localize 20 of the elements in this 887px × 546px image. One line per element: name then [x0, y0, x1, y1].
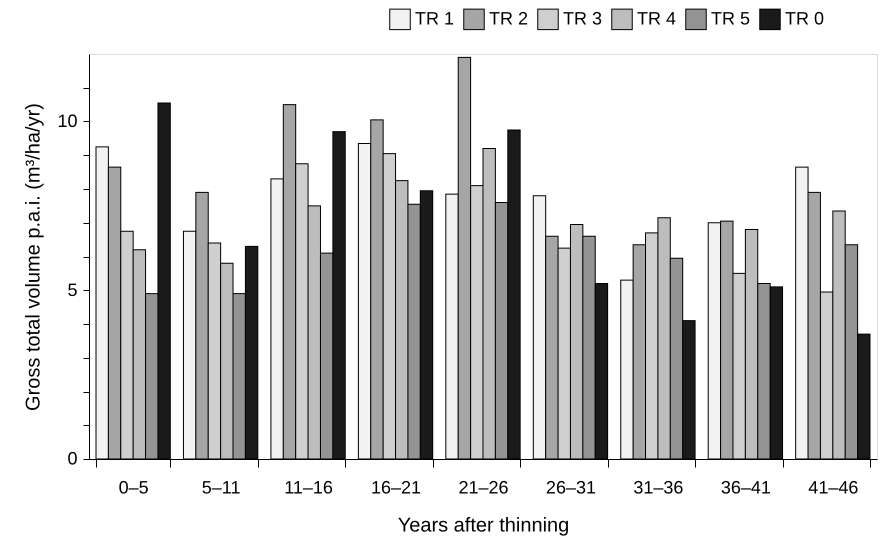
- y-tick-label: 0: [67, 448, 78, 468]
- legend-label: TR 0: [785, 8, 824, 28]
- x-tick-label: 21–26: [458, 478, 509, 498]
- y-tick-label: 5: [67, 280, 78, 300]
- x-tick-label: 41–46: [808, 478, 858, 498]
- x-axis-title: Years after thinning: [398, 514, 570, 536]
- x-tick-label: 11–16: [284, 478, 333, 498]
- y-tick-label: 10: [57, 111, 78, 131]
- legend-label: TR 2: [489, 8, 528, 28]
- x-tick-label: 5–11: [202, 478, 240, 498]
- y-axis-title: Gross total volume p.a.i. (m³/ha/yr): [22, 103, 44, 411]
- x-tick-label: 16–21: [371, 478, 422, 498]
- legend-label: TR 1: [415, 8, 454, 28]
- x-tick-label: 36–41: [720, 478, 771, 498]
- x-tick-label: 26–31: [546, 478, 596, 498]
- x-tick-label: 0–5: [118, 478, 149, 498]
- legend-label: TR 5: [711, 8, 750, 28]
- x-tick-label: 31–36: [633, 478, 684, 498]
- legend-label: TR 3: [563, 8, 602, 28]
- legend-label: TR 4: [637, 8, 676, 28]
